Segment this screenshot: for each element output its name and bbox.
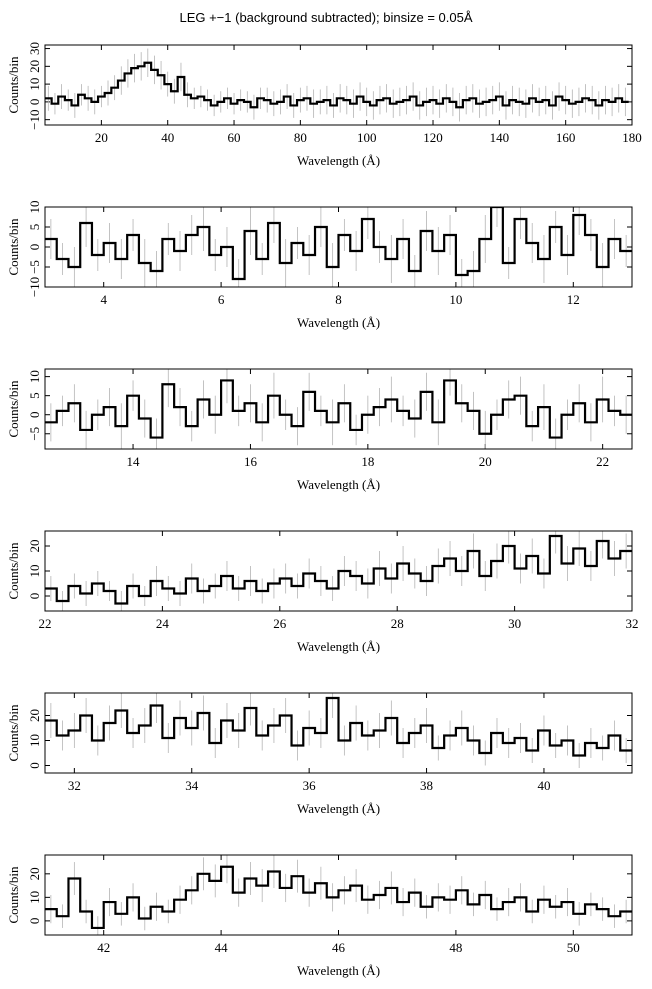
x-tick-label: 140 [490,130,510,145]
x-tick-label: 46 [332,940,346,955]
x-tick-label: 22 [596,454,609,469]
x-tick-label: 50 [567,940,580,955]
y-tick-label: 20 [27,540,42,553]
plot-frame [44,206,633,288]
x-tick-label: 40 [537,778,550,793]
data-line [45,534,632,605]
x-tick-label: 12 [567,292,580,307]
y-axis-label: Counts/bin [6,866,21,924]
x-tick-label: 48 [449,940,462,955]
plot-frame [44,854,633,936]
x-tick-label: 30 [508,616,521,631]
x-axis-label: Wavelength (Å) [297,963,380,978]
x-tick-label: 4 [100,292,107,307]
x-axis-label: Wavelength (Å) [297,153,380,168]
panel: 4 6 8 10 12 −10 −5 0 5 10 Wavelength (Å) Counts/bin [6,201,633,330]
y-tick-label: 0 [27,593,42,600]
plot-area [45,48,629,122]
data-line [45,207,632,281]
data-line [45,696,632,757]
y-tick-label: 30 [27,42,42,55]
y-tick-label: 10 [27,565,42,578]
plot-frame [44,530,633,612]
data-line [45,379,632,439]
y-tick-label: −10 [27,109,42,129]
data-line [45,61,629,109]
plot-area [45,369,632,449]
x-tick-label: 32 [626,616,639,631]
plot-area [45,531,632,611]
x-tick-label: 160 [556,130,576,145]
x-tick-label: 60 [228,130,241,145]
plot-area [45,693,632,768]
x-tick-label: 120 [423,130,443,145]
x-tick-label: 80 [294,130,307,145]
y-tick-label: 20 [27,60,42,73]
x-axis-label: Wavelength (Å) [297,639,380,654]
y-tick-label: 10 [27,201,42,214]
y-tick-label: 10 [27,734,42,747]
x-tick-label: 22 [39,616,52,631]
x-tick-label: 38 [420,778,433,793]
x-tick-label: 18 [361,454,374,469]
y-axis-label: Counts/bin [6,218,21,276]
y-tick-label: 0 [27,762,42,769]
plot-area [45,855,632,935]
y-tick-label: −10 [27,277,42,297]
panel: 22 24 26 28 30 32 0 10 20 Wavelength (Å) Counts/bi… [6,530,639,654]
y-axis-label: Counts/bin [6,380,21,438]
panel: 14 16 18 20 22 −5 0 5 10 Wavelength (Å) Counts/bin [6,368,633,492]
x-tick-label: 26 [273,616,287,631]
x-tick-label: 100 [357,130,377,145]
x-tick-label: 6 [218,292,225,307]
y-tick-label: 20 [27,867,42,880]
x-tick-label: 20 [479,454,492,469]
plot-frame [44,692,633,774]
x-tick-label: 32 [68,778,81,793]
x-tick-label: 20 [95,130,108,145]
x-tick-label: 44 [215,940,229,955]
y-tick-label: −5 [27,260,42,274]
y-tick-label: 20 [27,709,42,722]
x-tick-label: 8 [335,292,342,307]
y-tick-label: 10 [27,370,42,383]
plot-area [45,207,632,287]
y-axis-label: Counts/bin [6,704,21,762]
y-tick-label: 0 [27,918,42,925]
y-axis-label: Counts/bin [6,542,21,600]
x-tick-label: 34 [185,778,199,793]
chart-title: LEG +−1 (background subtracted); binsize… [179,10,472,25]
x-tick-label: 24 [156,616,170,631]
x-tick-label: 16 [244,454,258,469]
x-tick-label: 14 [127,454,141,469]
x-tick-label: 28 [391,616,404,631]
y-tick-label: 5 [27,224,42,231]
y-tick-label: 0 [27,99,42,106]
y-tick-label: 5 [27,392,42,399]
data-line [45,865,632,930]
x-tick-label: 36 [303,778,317,793]
panel: 32 34 36 38 40 0 10 20 Wavelength (Å) Counts/bin [6,692,633,816]
x-axis-label: Wavelength (Å) [297,477,380,492]
y-tick-label: 10 [27,891,42,904]
x-tick-label: 180 [622,130,642,145]
y-axis-label: Counts/bin [6,56,21,114]
panel: 20 40 60 80 100 120 140 160 180 −10 0 10 20 30 Wavelen… [6,42,642,168]
x-axis-label: Wavelength (Å) [297,315,380,330]
panel: 42 44 46 48 50 0 10 20 Wavelength (Å) Counts/bin [6,854,633,978]
y-tick-label: 0 [27,244,42,251]
x-tick-label: 40 [161,130,174,145]
y-tick-label: 0 [27,411,42,418]
y-tick-label: −5 [27,427,42,441]
plot-frame [44,368,633,450]
plot-frame [44,44,633,126]
x-axis-label: Wavelength (Å) [297,801,380,816]
y-tick-label: 10 [27,78,42,91]
x-tick-label: 10 [449,292,462,307]
x-tick-label: 42 [97,940,110,955]
